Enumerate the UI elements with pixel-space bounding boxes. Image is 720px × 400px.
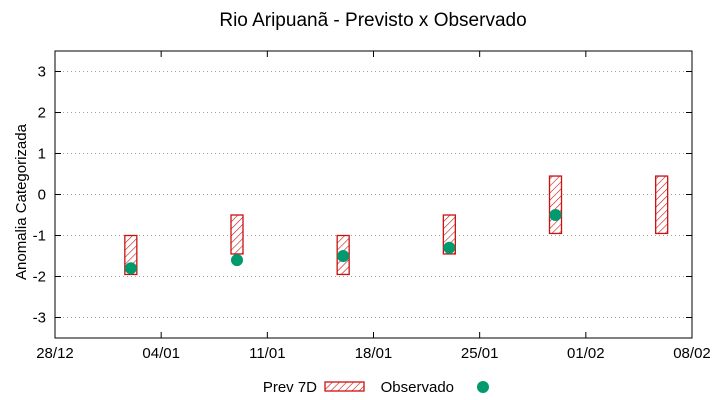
observed-point <box>549 209 562 221</box>
y-tick-label: 2 <box>38 105 46 122</box>
forecast-range-box <box>548 175 563 235</box>
x-tick-label: 28/12 <box>36 345 74 362</box>
observed-point <box>124 262 137 275</box>
plot-marks <box>124 175 669 276</box>
x-tick-label: 08/02 <box>673 345 711 362</box>
x-tick-label: 18/01 <box>355 345 393 362</box>
observed-point <box>337 250 350 262</box>
grid-lines <box>55 71 692 318</box>
chart-title: Rio Aripuanã - Previsto x Observado <box>219 10 526 31</box>
legend-label-prev-7d: Prev 7D <box>263 379 317 396</box>
y-tick-label: -3 <box>33 310 46 327</box>
legend: Prev 7D Observado <box>263 379 489 396</box>
legend-marker-observado <box>477 381 489 393</box>
y-tick-label: 0 <box>38 187 46 204</box>
observed-point <box>443 241 456 254</box>
y-tick-label: 1 <box>38 146 46 163</box>
x-tick-label: 25/01 <box>461 345 499 362</box>
axis-ticks: 3 2 1 0 -1 -2 -3 28/12 04/01 11/01 18/01 25/01 01/02… <box>33 51 711 362</box>
x-tick-label: 11/01 <box>249 345 285 362</box>
legend-label-observado: Observado <box>381 379 454 396</box>
y-tick-label: -1 <box>33 228 46 245</box>
x-tick-label: 04/01 <box>142 345 180 362</box>
x-tick-label: 01/02 <box>567 345 605 362</box>
legend-swatch-prev-7d <box>324 381 365 392</box>
y-axis-label: Anomalia Categorizada <box>13 123 30 280</box>
plot-frame <box>54 50 693 339</box>
y-tick-label: -2 <box>33 269 46 286</box>
forecast-range-box <box>230 214 244 255</box>
observed-point <box>231 254 243 267</box>
forecast-range-box <box>655 175 669 235</box>
y-tick-label: 3 <box>38 64 46 81</box>
